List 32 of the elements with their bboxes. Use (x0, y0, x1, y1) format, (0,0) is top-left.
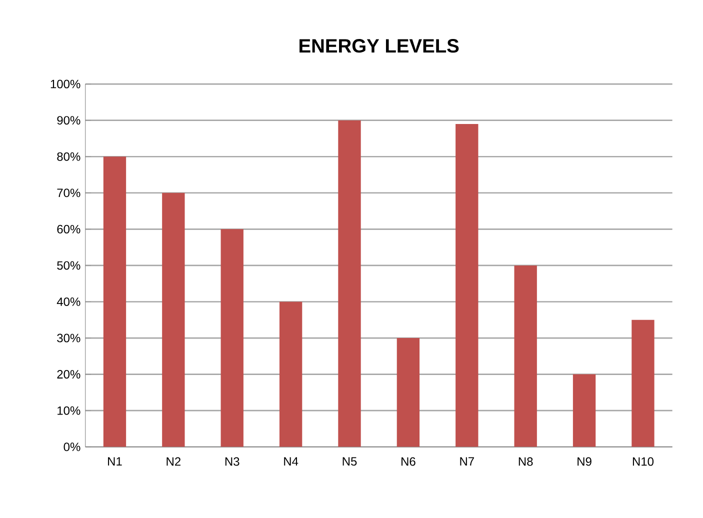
y-tick-label: 80% (57, 152, 80, 162)
x-tick-label: N8 (518, 457, 533, 466)
bar (514, 266, 537, 448)
bar (103, 156, 126, 448)
bar (162, 193, 185, 448)
y-tick-label: 30% (57, 334, 80, 342)
bar (572, 374, 596, 448)
y-tick-label: 100% (50, 80, 80, 88)
bar (279, 302, 302, 448)
y-tick-label: 70% (57, 188, 80, 198)
x-tick-label: N7 (460, 457, 474, 466)
x-tick-label: N6 (402, 457, 416, 466)
x-tick-label: N10 (632, 457, 654, 466)
bar (456, 124, 478, 448)
y-tick-label: 60% (57, 225, 80, 234)
bar (632, 320, 654, 448)
x-tick-label: N2 (166, 457, 180, 466)
x-tick-label: N5 (342, 457, 357, 466)
bar (338, 120, 361, 448)
y-tick-label: 40% (56, 298, 80, 306)
bar (220, 229, 244, 448)
x-tick-label: N3 (225, 457, 240, 466)
x-tick-label: N9 (578, 457, 592, 466)
y-tick-label: 0% (64, 442, 80, 452)
y-tick-label: 20% (57, 370, 80, 379)
y-tick-label: 10% (58, 406, 80, 416)
x-tick-label: N4 (284, 457, 298, 466)
y-tick-label: 90% (57, 116, 80, 125)
x-tick-label: N1 (108, 457, 122, 466)
chart-title: ENERGY LEVELS (300, 39, 459, 53)
bar (396, 338, 420, 448)
y-tick-label: 50% (57, 261, 80, 270)
